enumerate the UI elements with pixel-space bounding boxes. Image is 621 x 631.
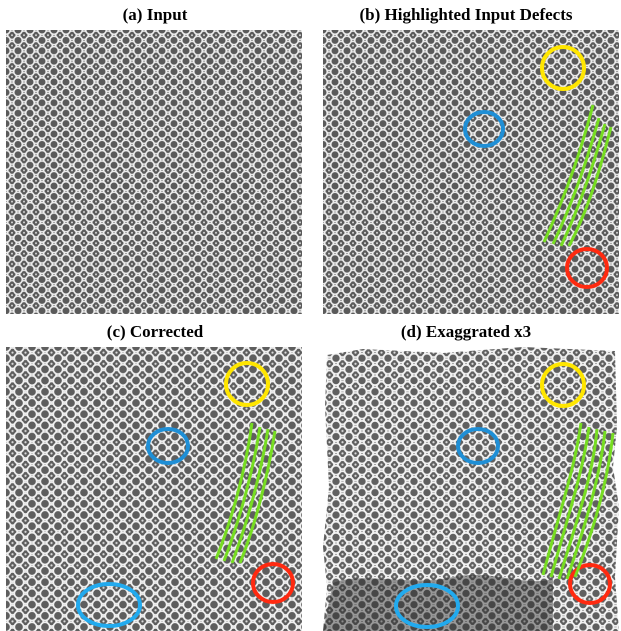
input-image-b <box>323 30 619 314</box>
green-lines-c <box>214 422 277 564</box>
light-blue-ellipse-d <box>394 583 460 629</box>
blue-ellipse-c <box>146 427 190 465</box>
caption-c: (c) Corrected <box>106 322 204 341</box>
exaggerated-image-d <box>323 347 619 631</box>
red-ellipse-d <box>568 563 612 605</box>
blue-ellipse-b <box>463 110 505 148</box>
blue-ellipse-d <box>456 427 500 465</box>
green-lines-d <box>541 422 615 580</box>
green-lines-b <box>542 104 613 247</box>
annotations-d <box>323 347 619 631</box>
caption-d: (d) Exaggrated x3 <box>400 322 532 341</box>
annotations-b <box>323 30 619 314</box>
yellow-circle-d <box>540 362 586 408</box>
yellow-circle-b <box>540 45 586 91</box>
red-ellipse-c <box>251 562 295 604</box>
corrected-image-c <box>6 347 302 631</box>
red-ellipse-b <box>565 247 609 289</box>
input-image-a <box>6 30 302 314</box>
yellow-circle-c <box>224 361 270 407</box>
light-blue-ellipse-c <box>76 582 142 628</box>
caption-a: (a) Input <box>122 5 188 24</box>
caption-b: (b) Highlighted Input Defects <box>359 5 573 24</box>
annotations-c <box>6 347 302 631</box>
